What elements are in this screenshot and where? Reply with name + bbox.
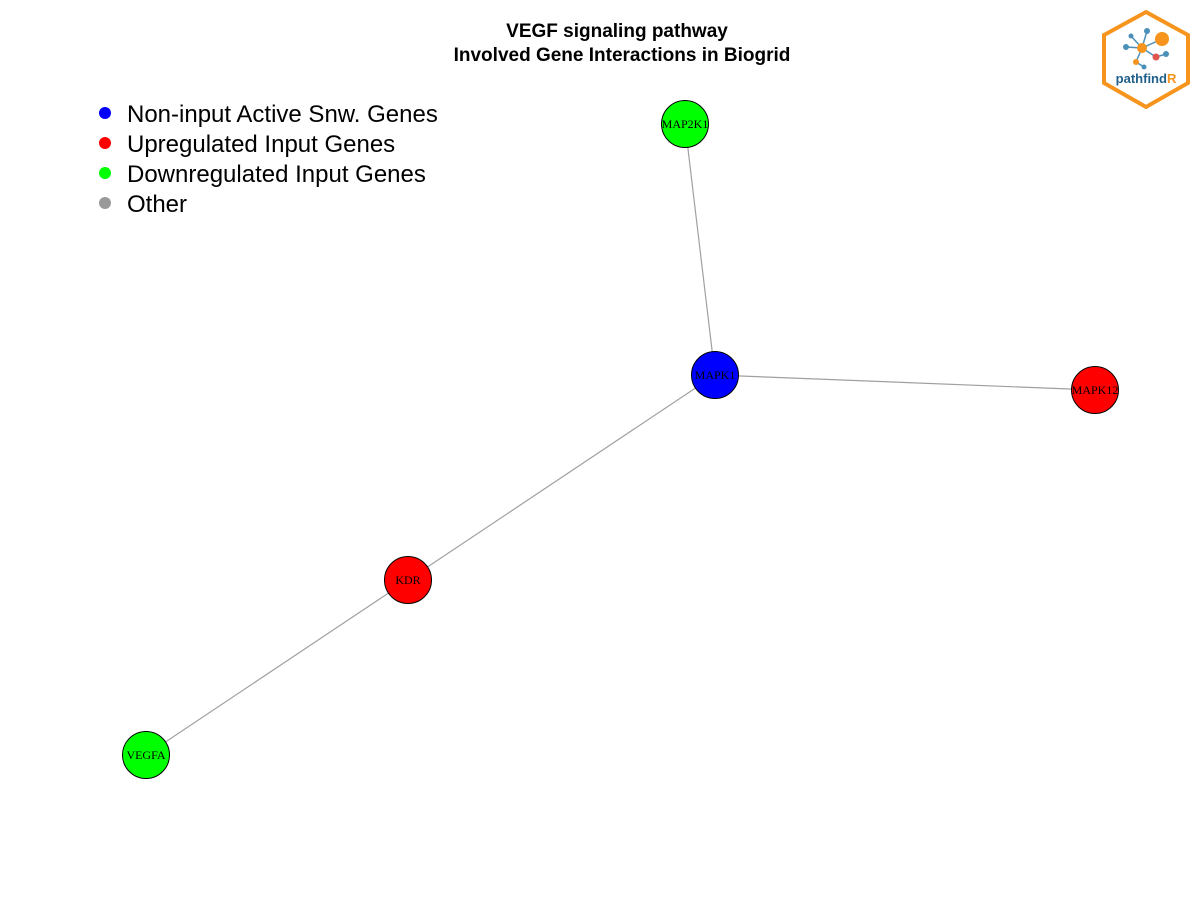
- legend-marker-upregulated: [99, 137, 111, 149]
- node-kdr: KDR: [384, 556, 432, 604]
- node-circle-mapk12: [1071, 366, 1119, 414]
- node-label-map2k1: MAP2K1: [662, 117, 709, 131]
- logo-text-accent: R: [1167, 71, 1177, 86]
- legend-marker-non-input: [99, 107, 111, 119]
- node-label-mapk12: MAPK12: [1072, 383, 1119, 397]
- pathfindr-logo: pathfindR: [1102, 9, 1190, 110]
- nodes-layer: MAP2K1 MAPK1 MAPK12 KDR VEGFA: [122, 100, 1119, 779]
- legend-marker-other: [99, 197, 111, 209]
- legend-label-downregulated: Downregulated Input Genes: [127, 161, 426, 188]
- node-circle-mapk1: [691, 351, 739, 399]
- node-circle-vegfa: [122, 731, 170, 779]
- logo-text-main: pathfind: [1116, 71, 1167, 86]
- edges-layer: [145, 123, 1096, 756]
- logo-network-icon: [1123, 28, 1169, 70]
- node-label-mapk1: MAPK1: [695, 368, 736, 382]
- logo-text: pathfindR: [1116, 71, 1177, 86]
- node-mapk12: MAPK12: [1071, 366, 1119, 414]
- node-label-vegfa: VEGFA: [126, 748, 165, 762]
- legend-marker-downregulated: [99, 167, 111, 179]
- node-label-kdr: KDR: [395, 573, 420, 587]
- node-vegfa: VEGFA: [122, 731, 170, 779]
- legend-label-other: Other: [127, 191, 187, 218]
- node-mapk1: MAPK1: [691, 351, 739, 399]
- legend-label-upregulated: Upregulated Input Genes: [127, 131, 395, 158]
- title-line-2: Involved Gene Interactions in Biogrid: [454, 45, 791, 66]
- edge-mapk1-mapk12: [714, 374, 1096, 391]
- legend-label-non-input: Non-input Active Snw. Genes: [127, 101, 438, 128]
- title-line-1: VEGF signaling pathway: [506, 21, 728, 42]
- node-circle-kdr: [384, 556, 432, 604]
- legend: Non-input Active Snw. Genes Upregulated …: [99, 101, 438, 218]
- node-map2k1: MAP2K1: [661, 100, 709, 148]
- edge-kdr-vegfa: [145, 579, 409, 756]
- node-circle-map2k1: [661, 100, 709, 148]
- logo-hexagon: [1102, 9, 1190, 110]
- edge-map2k1-mapk1: [684, 123, 716, 376]
- edge-mapk1-kdr: [407, 374, 716, 581]
